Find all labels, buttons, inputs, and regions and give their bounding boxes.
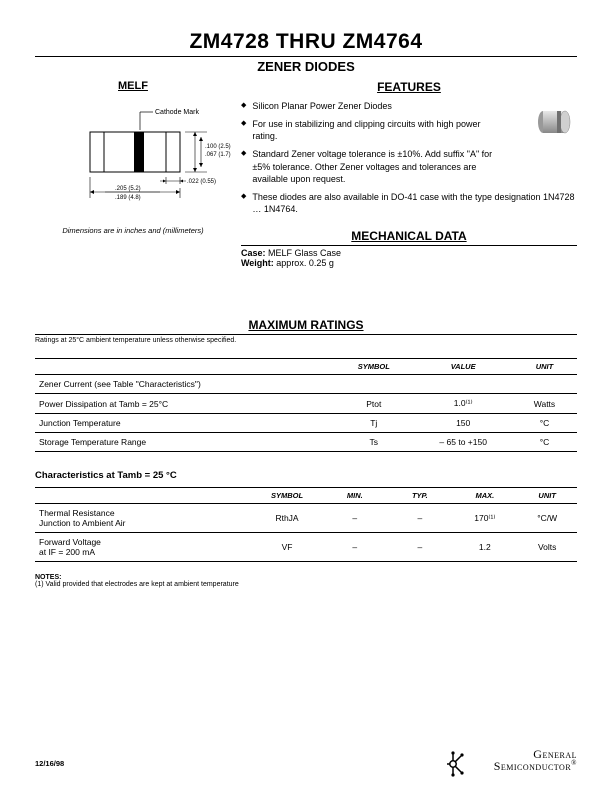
notes-heading: NOTES: bbox=[35, 574, 577, 581]
case-label: Case: bbox=[241, 248, 266, 258]
col-symbol: SYMBOL bbox=[252, 488, 322, 504]
mechanical-body: Case: MELF Glass Case Weight: approx. 0.… bbox=[241, 245, 577, 268]
table-header-row: SYMBOL MIN. TYP. MAX. UNIT bbox=[35, 488, 577, 504]
feature-item: ◆ Silicon Planar Power Zener Diodes bbox=[241, 100, 577, 112]
package-column: MELF Cathode Mark .100 (2.5) .067 (1.7) bbox=[35, 80, 241, 268]
col-min: MIN. bbox=[322, 488, 387, 504]
bullet-icon: ◆ bbox=[241, 119, 246, 142]
ratings-condition: Ratings at 25°C ambient temperature unle… bbox=[35, 337, 577, 344]
col-symbol: SYMBOL bbox=[333, 359, 414, 375]
bullet-icon: ◆ bbox=[241, 192, 246, 215]
feature-text: Standard Zener voltage tolerance is ±10%… bbox=[252, 148, 512, 184]
page-title: ZM4728 THRU ZM4764 bbox=[35, 30, 577, 54]
dim-body-dia-min: .067 (1.7) bbox=[205, 152, 231, 158]
table-header-row: SYMBOL VALUE UNIT bbox=[35, 359, 577, 375]
footer-date: 12/16/98 bbox=[35, 759, 64, 768]
notes-body: (1) Valid provided that electrodes are k… bbox=[35, 581, 577, 588]
component-render-icon bbox=[531, 102, 575, 142]
feature-text: Silicon Planar Power Zener Diodes bbox=[252, 100, 392, 112]
bullet-icon: ◆ bbox=[241, 101, 246, 112]
melf-outline-svg: Cathode Mark .100 (2.5) .067 (1.7) .022 … bbox=[35, 102, 235, 212]
table-row: Forward Voltageat IF = 200 mA VF – – 1.2… bbox=[35, 533, 577, 562]
package-diagram: Cathode Mark .100 (2.5) .067 (1.7) .022 … bbox=[35, 102, 231, 212]
dimension-note: Dimensions are in inches and (millimeter… bbox=[35, 226, 231, 235]
page-subtitle: ZENER DIODES bbox=[35, 59, 577, 74]
col-max: MAX. bbox=[452, 488, 517, 504]
footer-logo: GeneralSemiconductor® bbox=[447, 748, 577, 772]
feature-item: ◆Standard Zener voltage tolerance is ±10… bbox=[241, 148, 577, 184]
feature-text: These diodes are also available in DO-41… bbox=[252, 191, 577, 215]
table-row: Thermal ResistanceJunction to Ambient Ai… bbox=[35, 504, 577, 533]
features-column: FEATURES ◆ Silicon Planar Power Zener Dio… bbox=[241, 80, 577, 268]
mechanical-heading: MECHANICAL DATA bbox=[241, 229, 577, 243]
mechanical-section: MECHANICAL DATA Case: MELF Glass Case We… bbox=[241, 229, 577, 268]
col-unit: UNIT bbox=[512, 359, 577, 375]
feature-item: ◆ These diodes are also available in DO-4… bbox=[241, 191, 577, 215]
weight-value: approx. 0.25 g bbox=[276, 258, 334, 268]
dim-len-max: .205 (5.2) bbox=[115, 186, 141, 192]
col-unit: UNIT bbox=[517, 488, 577, 504]
ratings-rule bbox=[35, 334, 577, 335]
col-value: VALUE bbox=[414, 359, 512, 375]
table-row: Storage Temperature RangeTs– 65 to +150°… bbox=[35, 433, 577, 452]
dim-band: .022 (0.55) bbox=[187, 179, 216, 185]
table-row: Power Dissipation at Tamb = 25°CPtot1.0⁽… bbox=[35, 394, 577, 414]
ratings-table: SYMBOL VALUE UNIT Zener Current (see Tab… bbox=[35, 358, 577, 452]
cathode-label: Cathode Mark bbox=[155, 109, 199, 116]
weight-label: Weight: bbox=[241, 258, 274, 268]
characteristics-heading: Characteristics at Tamb = 25 °C bbox=[35, 470, 577, 481]
package-heading: MELF bbox=[35, 80, 231, 92]
bullet-icon: ◆ bbox=[241, 149, 246, 184]
features-list: ◆Silicon Planar Power Zener Diodes ◆For … bbox=[241, 100, 577, 215]
case-value: MELF Glass Case bbox=[268, 248, 341, 258]
ratings-heading: MAXIMUM RATINGS bbox=[35, 318, 577, 332]
table-row: Zener Current (see Table "Characteristic… bbox=[35, 375, 577, 394]
features-heading: FEATURES bbox=[241, 80, 577, 94]
table-row: Junction TemperatureTj150°C bbox=[35, 414, 577, 433]
dim-len-min: .189 (4.8) bbox=[115, 195, 141, 201]
feature-item: ◆ For use in stabilizing and clipping cir… bbox=[241, 118, 577, 142]
feature-text: For use in stabilizing and clipping circ… bbox=[252, 118, 492, 142]
dim-body-dia-max: .100 (2.5) bbox=[205, 144, 231, 150]
top-columns: MELF Cathode Mark .100 (2.5) .067 (1.7) bbox=[35, 80, 577, 268]
characteristics-table: SYMBOL MIN. TYP. MAX. UNIT Thermal Resis… bbox=[35, 487, 577, 562]
title-rule bbox=[35, 56, 577, 57]
col-typ: TYP. bbox=[387, 488, 452, 504]
